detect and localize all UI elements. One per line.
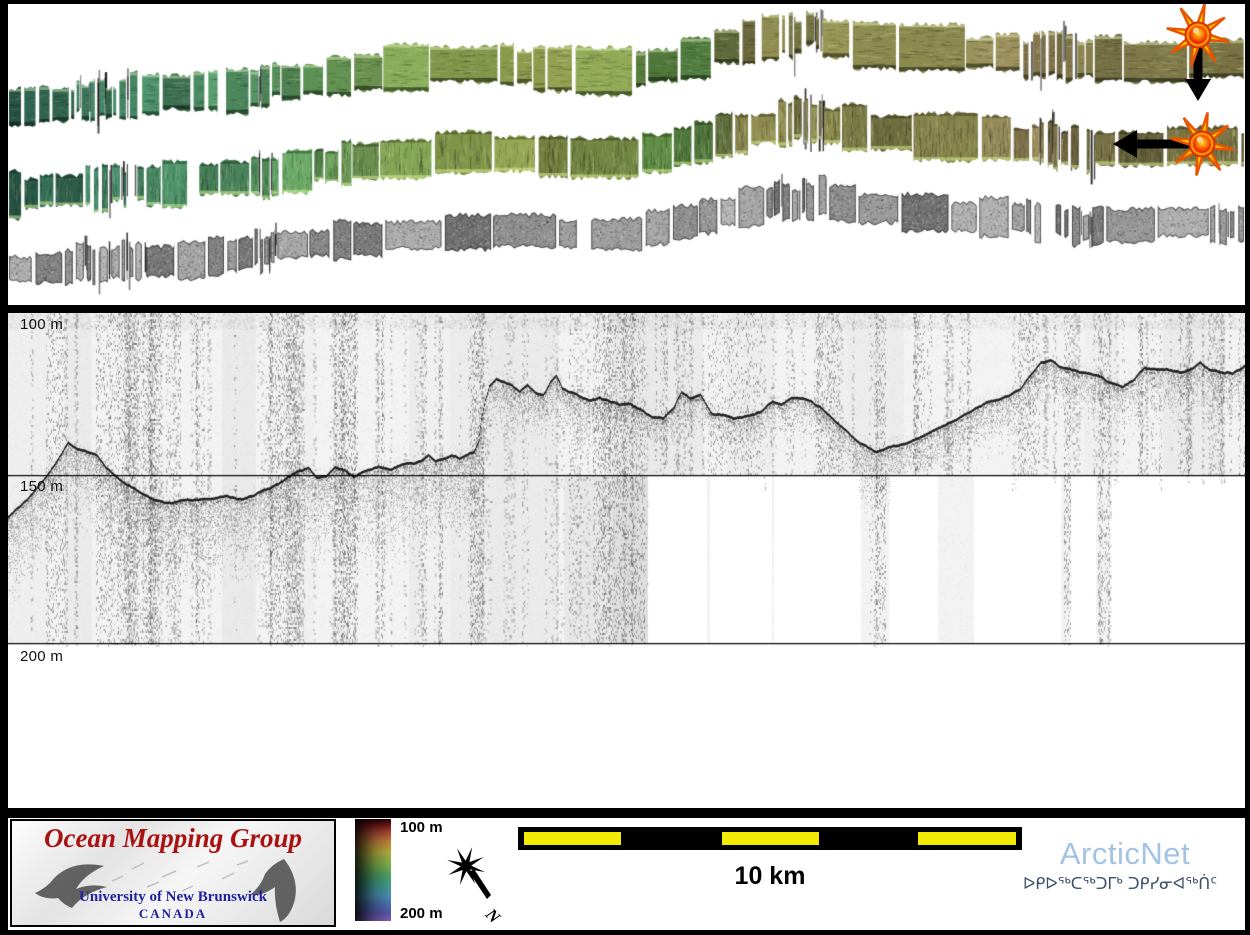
scale-bar-segment	[918, 832, 1016, 845]
colorbar-label-top: 100 m	[400, 819, 443, 836]
scale-bar-segment	[722, 832, 819, 845]
depth-label-100m: 100 m	[20, 316, 64, 333]
colorbar-label-bottom: 200 m	[400, 905, 443, 922]
depth-label-150m: 150 m	[20, 478, 64, 495]
multibeam-strips-canvas	[8, 4, 1245, 305]
bird-shapes	[35, 859, 296, 922]
survey-strips-panel	[8, 4, 1245, 305]
subbottom-profile-panel: 100 m 150 m 200 m	[8, 313, 1245, 808]
omg-logo: Ocean Mapping Group University of New Br…	[10, 819, 336, 927]
sun-illumination-north-icon	[1166, 4, 1230, 101]
depth-label-200m: 200 m	[20, 648, 64, 665]
footer-panel: Ocean Mapping Group University of New Br…	[8, 818, 1245, 930]
omg-logo-art	[35, 859, 296, 922]
sun-illumination-east-icon	[1113, 112, 1234, 176]
arrow-left-icon	[1113, 130, 1202, 158]
depth-colorbar	[355, 819, 391, 921]
arcticnet-inuktitut-text: ᐅᑭᐅᖅᑕᖅᑐᒥᒃ ᑐᑭᓯᓂᐊᖅᑏᑦ	[1022, 874, 1218, 893]
arcticnet-wordmark: ArcticNet	[1059, 836, 1191, 871]
echogram-canvas	[8, 313, 1245, 808]
north-arrow-icon: N	[446, 846, 504, 924]
omg-title: Ocean Mapping Group	[43, 823, 303, 853]
north-label: N	[481, 904, 504, 924]
omg-university: University of New Brunswick	[79, 889, 267, 905]
scale-bar	[518, 827, 1022, 850]
arrow-down-icon	[1185, 37, 1211, 101]
scale-bar-label: 10 km	[734, 862, 806, 890]
scale-bar-segment	[524, 832, 621, 845]
omg-country: CANADA	[138, 906, 208, 921]
